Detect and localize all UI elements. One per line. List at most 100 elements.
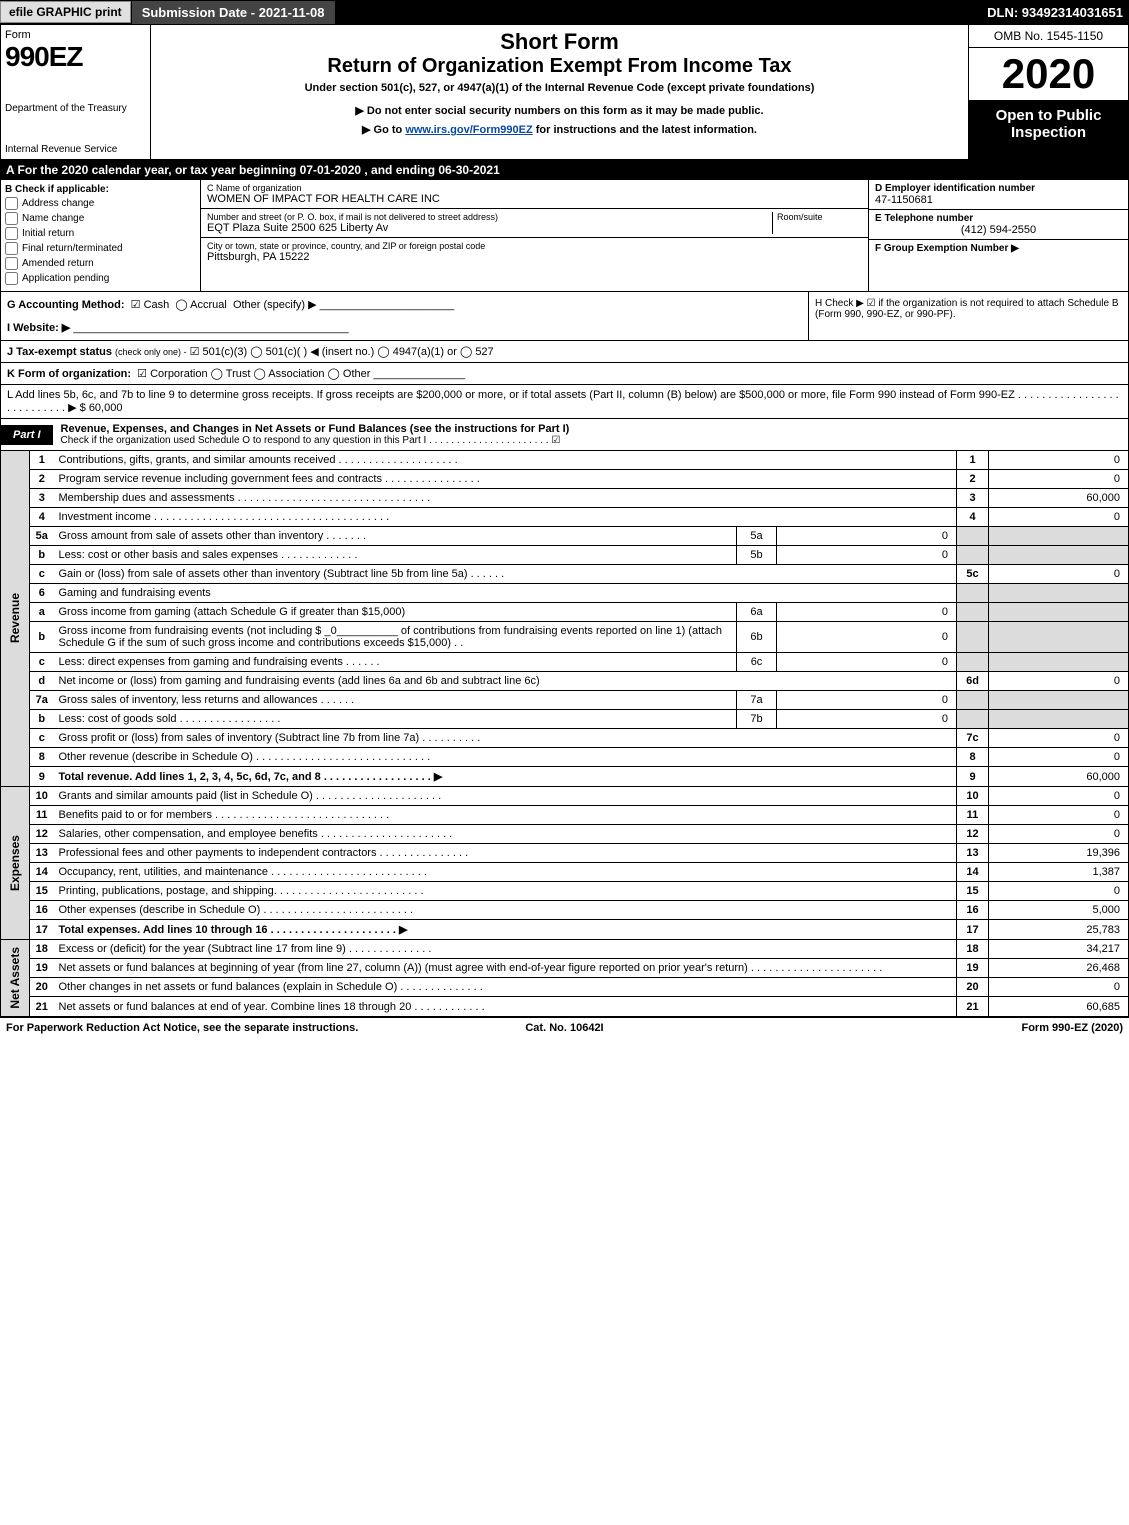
- form-label: Form: [5, 29, 146, 41]
- i-label: I Website: ▶: [7, 322, 70, 334]
- result-line-number: 2: [957, 470, 989, 489]
- table-row: cGain or (loss) from sale of assets othe…: [1, 565, 1129, 584]
- result-value: 0: [989, 451, 1129, 470]
- cb-name-change[interactable]: Name change: [5, 212, 196, 225]
- result-value: 26,468: [989, 959, 1129, 978]
- addr-label: Number and street (or P. O. box, if mail…: [207, 212, 772, 222]
- line-description: Grants and similar amounts paid (list in…: [54, 787, 957, 806]
- cb-application-pending[interactable]: Application pending: [5, 272, 196, 285]
- page-footer: For Paperwork Reduction Act Notice, see …: [0, 1017, 1129, 1038]
- section-label-expenses: Expenses: [1, 787, 30, 940]
- line-description: Investment income . . . . . . . . . . . …: [54, 508, 957, 527]
- line-description: Other expenses (describe in Schedule O) …: [54, 901, 957, 920]
- result-value: 5,000: [989, 901, 1129, 920]
- line-description: Other changes in net assets or fund bala…: [54, 978, 957, 997]
- line-description: Membership dues and assessments . . . . …: [54, 489, 957, 508]
- table-row: Net Assets18Excess or (deficit) for the …: [1, 940, 1129, 959]
- result-line-number: 14: [957, 863, 989, 882]
- group-exemption-cell: F Group Exemption Number ▶: [869, 240, 1128, 291]
- line-number: 4: [30, 508, 54, 527]
- line-description: Contributions, gifts, grants, and simila…: [54, 451, 957, 470]
- result-value: 0: [989, 825, 1129, 844]
- table-row: cGross profit or (loss) from sales of in…: [1, 729, 1129, 748]
- line-description: Gross sales of inventory, less returns a…: [54, 691, 737, 710]
- table-row: 7aGross sales of inventory, less returns…: [1, 691, 1129, 710]
- check-if-applicable: B Check if applicable: Address change Na…: [1, 180, 201, 291]
- result-line-number: 20: [957, 978, 989, 997]
- footer-left: For Paperwork Reduction Act Notice, see …: [6, 1022, 378, 1034]
- accounting-method: G Accounting Method: ☑ Cash ◯ Accrual Ot…: [1, 292, 808, 340]
- addr-value: EQT Plaza Suite 2500 625 Liberty Av: [207, 222, 772, 234]
- j-label: J Tax-exempt status: [7, 346, 112, 358]
- line-number: b: [30, 622, 54, 653]
- header-center: Short Form Return of Organization Exempt…: [151, 25, 968, 159]
- footer-right: Form 990-EZ (2020): [751, 1022, 1123, 1034]
- open-public: Open to Public Inspection: [969, 101, 1128, 159]
- table-row: 17Total expenses. Add lines 10 through 1…: [1, 920, 1129, 940]
- cb-amended-return[interactable]: Amended return: [5, 257, 196, 270]
- sub-line-value: 0: [777, 603, 957, 622]
- line-description: Gross income from gaming (attach Schedul…: [54, 603, 737, 622]
- efile-button[interactable]: efile GRAPHIC print: [0, 1, 131, 23]
- line-number: 5a: [30, 527, 54, 546]
- table-row: 8Other revenue (describe in Schedule O) …: [1, 748, 1129, 767]
- result-line-number: 8: [957, 748, 989, 767]
- table-row: 21Net assets or fund balances at end of …: [1, 997, 1129, 1016]
- b-heading: B Check if applicable:: [5, 184, 196, 195]
- c-label: C Name of organization: [207, 183, 862, 193]
- line-description: Net income or (loss) from gaming and fun…: [54, 672, 957, 691]
- sub-line-number: 6c: [737, 653, 777, 672]
- goto-line: ▶ Go to www.irs.gov/Form990EZ for instru…: [159, 123, 960, 136]
- result-value: 0: [989, 565, 1129, 584]
- line-number: c: [30, 565, 54, 584]
- cb-initial-return[interactable]: Initial return: [5, 227, 196, 240]
- ssn-note: ▶ Do not enter social security numbers o…: [159, 104, 960, 117]
- irs-link[interactable]: www.irs.gov/Form990EZ: [405, 124, 532, 136]
- result-line-number: 9: [957, 767, 989, 787]
- table-row: 16Other expenses (describe in Schedule O…: [1, 901, 1129, 920]
- part-i-label: Part I: [1, 425, 53, 445]
- sub-line-value: 0: [777, 653, 957, 672]
- table-row: 2Program service revenue including gover…: [1, 470, 1129, 489]
- result-value: 25,783: [989, 920, 1129, 940]
- sub-line-value: 0: [777, 546, 957, 565]
- section-b: B Check if applicable: Address change Na…: [0, 180, 1129, 292]
- result-line-number: 5c: [957, 565, 989, 584]
- tax-year: 2020: [969, 48, 1128, 101]
- line-number: 8: [30, 748, 54, 767]
- table-row: bLess: cost or other basis and sales exp…: [1, 546, 1129, 565]
- k-label: K Form of organization:: [7, 368, 131, 380]
- table-row: 12Salaries, other compensation, and empl…: [1, 825, 1129, 844]
- line-number: 14: [30, 863, 54, 882]
- line-description: Net assets or fund balances at end of ye…: [54, 997, 957, 1016]
- shaded-num: [957, 710, 989, 729]
- ein-cell: D Employer identification number 47-1150…: [869, 180, 1128, 210]
- table-row: 11Benefits paid to or for members . . . …: [1, 806, 1129, 825]
- shaded-val: [989, 603, 1129, 622]
- line-description: Program service revenue including govern…: [54, 470, 957, 489]
- goto-post: for instructions and the latest informat…: [533, 124, 757, 136]
- table-row: 14Occupancy, rent, utilities, and mainte…: [1, 863, 1129, 882]
- under-section: Under section 501(c), 527, or 4947(a)(1)…: [159, 82, 960, 94]
- f-label: F Group Exemption Number ▶: [875, 243, 1122, 254]
- g-label: G Accounting Method:: [7, 299, 125, 311]
- result-line-number: 11: [957, 806, 989, 825]
- cb-address-change[interactable]: Address change: [5, 197, 196, 210]
- table-row: Revenue1Contributions, gifts, grants, an…: [1, 451, 1129, 470]
- sub-line-number: 7a: [737, 691, 777, 710]
- shaded-num: [957, 546, 989, 565]
- cb-final-return[interactable]: Final return/terminated: [5, 242, 196, 255]
- result-value: 0: [989, 508, 1129, 527]
- period-bar: A For the 2020 calendar year, or tax yea…: [0, 160, 1129, 180]
- shaded-num: [957, 691, 989, 710]
- shaded-num: [957, 584, 989, 603]
- line-number: 15: [30, 882, 54, 901]
- table-row: aGross income from gaming (attach Schedu…: [1, 603, 1129, 622]
- table-row: 3Membership dues and assessments . . . .…: [1, 489, 1129, 508]
- shaded-val: [989, 527, 1129, 546]
- line-description: Less: cost of goods sold . . . . . . . .…: [54, 710, 737, 729]
- line-number: 1: [30, 451, 54, 470]
- sub-line-number: 6a: [737, 603, 777, 622]
- table-row: bLess: cost of goods sold . . . . . . . …: [1, 710, 1129, 729]
- line-number: a: [30, 603, 54, 622]
